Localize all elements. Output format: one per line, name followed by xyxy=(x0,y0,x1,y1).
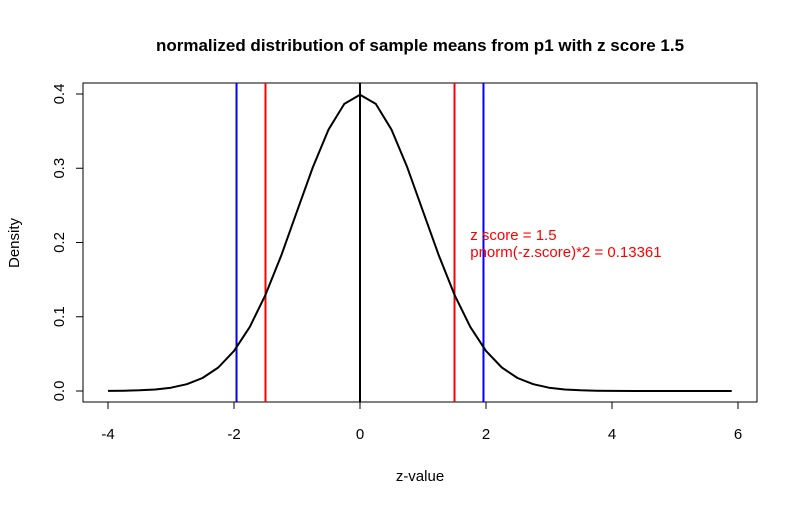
y-tick-label: 0.4 xyxy=(51,84,68,105)
y-tick-label: 0.2 xyxy=(51,232,68,253)
y-tick-label: 0.0 xyxy=(51,381,68,402)
x-tick-label: -2 xyxy=(227,426,240,443)
series-layer xyxy=(107,93,732,392)
y-axis-label: Density xyxy=(6,217,23,268)
annotation-text: z score = 1.5 xyxy=(470,227,556,244)
x-tick-label: -4 xyxy=(101,426,114,443)
x-tick-label: 4 xyxy=(608,426,616,443)
chart-title: normalized distribution of sample means … xyxy=(156,36,684,55)
vertical-lines xyxy=(235,83,485,402)
x-tick-label: 2 xyxy=(482,426,490,443)
y-tick-label: 0.1 xyxy=(51,306,68,327)
density-curve xyxy=(107,93,732,392)
x-tick-label: 0 xyxy=(356,426,364,443)
y-axis: 0.0 0.1 0.2 0.3 0.4 xyxy=(51,84,84,402)
y-tick-label: 0.3 xyxy=(51,158,68,179)
plot-box xyxy=(82,82,758,403)
annotation-text: pnorm(-z.score)*2 = 0.13361 xyxy=(470,244,661,261)
x-tick-label: 6 xyxy=(734,426,742,443)
x-axis: -4 -2 0 2 4 6 xyxy=(101,401,742,443)
x-axis-label: z-value xyxy=(396,468,444,485)
